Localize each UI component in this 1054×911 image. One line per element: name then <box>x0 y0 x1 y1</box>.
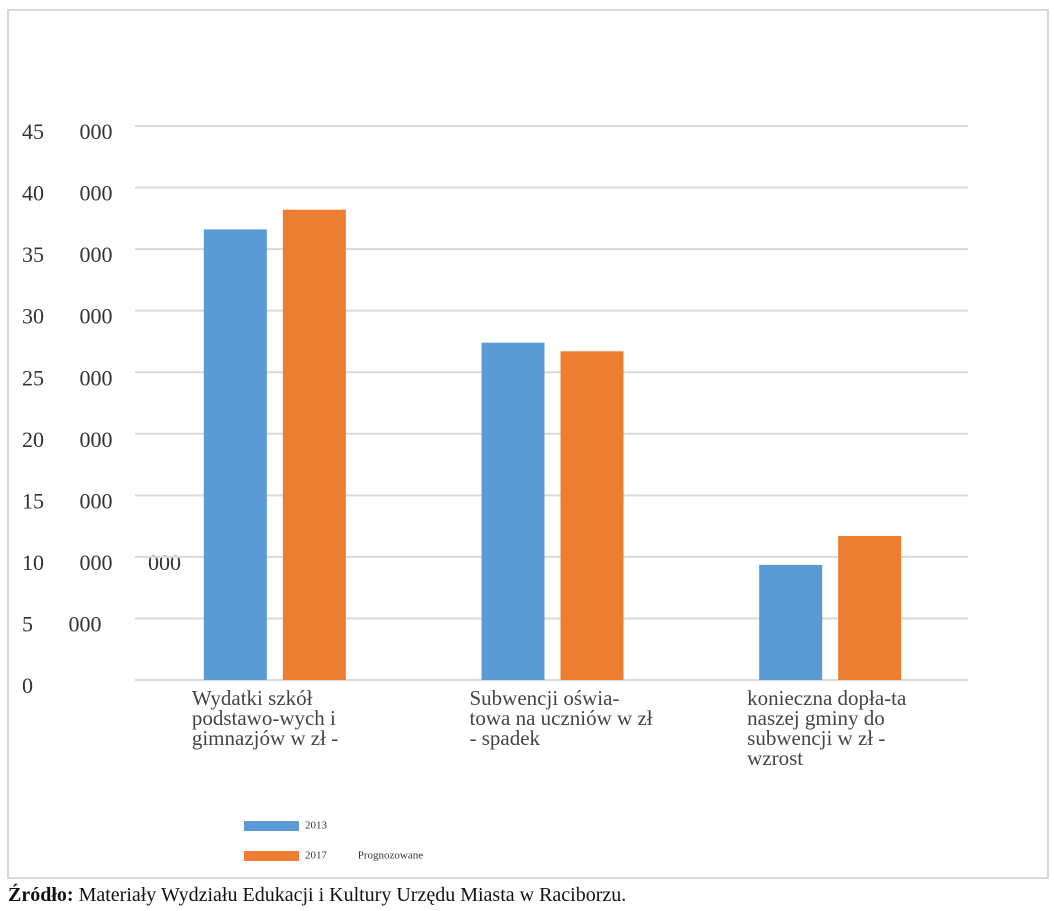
bar <box>282 209 346 680</box>
x-tick-label: konieczna dopła-ta naszej gminy do subwe… <box>747 686 907 770</box>
y-tick-label: 30 000 <box>22 304 113 329</box>
source: Źródło: Materiały Wydziału Edukacji i Ku… <box>8 884 626 907</box>
bar <box>560 351 624 680</box>
bar <box>203 229 267 680</box>
chart-frame <box>7 9 1049 879</box>
source-text: Materiały Wydziału Edukacji i Kultury Ur… <box>78 884 627 906</box>
x-tick-label: Wydatki szkół podstawo-wych i gimnazjów … <box>191 686 339 750</box>
bar <box>481 342 545 680</box>
legend-swatch <box>244 821 299 831</box>
y-tick-label: 45 000 <box>22 119 113 144</box>
bar <box>838 535 902 680</box>
y-tick-label: 10 000 000 <box>22 550 181 575</box>
y-tick-label: 40 000 <box>22 181 113 206</box>
legend-label: 2013 <box>305 820 328 832</box>
y-tick-label: 15 000 <box>22 488 113 513</box>
y-tick-label: 5 000 <box>22 611 102 636</box>
legend-label: 2017 Prognozowane <box>305 850 423 862</box>
y-tick-label: 35 000 <box>22 242 113 267</box>
y-tick-label: 25 000 <box>22 365 113 390</box>
source-label: Źródło: <box>8 884 74 906</box>
y-tick-label: 20 000 <box>22 427 113 452</box>
y-tick-label: 0 <box>22 673 33 698</box>
bar <box>759 564 823 680</box>
legend-swatch <box>244 851 299 861</box>
x-tick-label: Subwencji oświa-towa na uczniów w zł - s… <box>469 686 653 750</box>
